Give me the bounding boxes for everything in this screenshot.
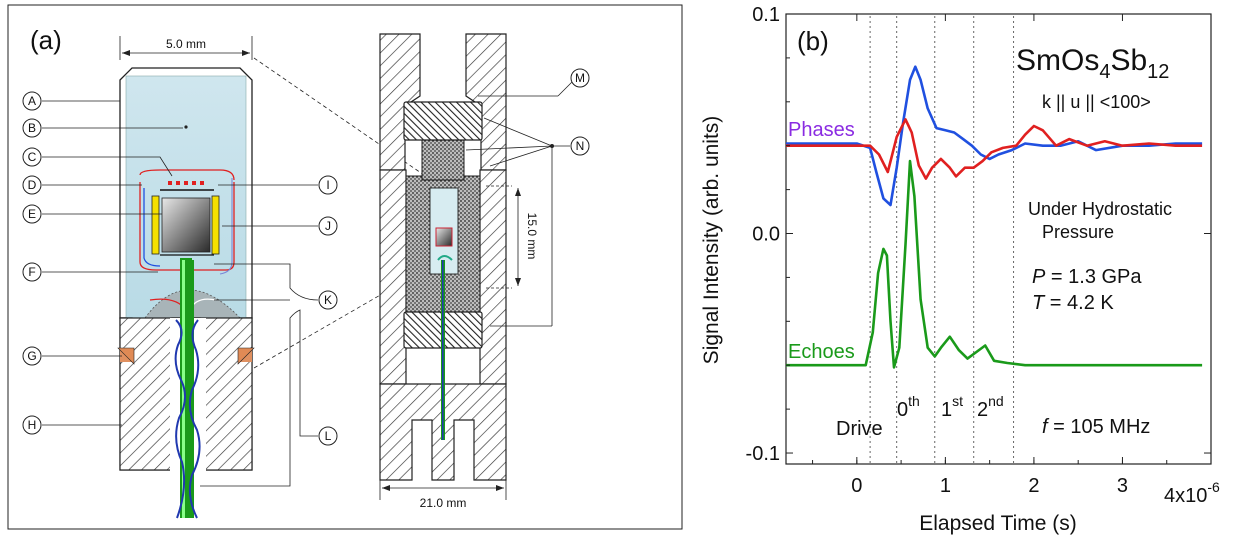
y-axis-label: Signal Intensity (arb. units) [700,116,723,365]
panel-b-label: (b) [797,26,829,56]
part-g: G [27,349,36,363]
echoes-label: Echoes [788,341,855,363]
axis-ticks: 0 1 2 3 -0.1 0.0 0.1 [746,4,1212,497]
pulse-label-drive: Drive [836,418,883,440]
x-scale-label: 4x10-6 [1164,479,1220,507]
part-j: J [325,219,331,233]
part-h: H [28,418,37,432]
plot-frame [785,13,1212,465]
wire-bundle [174,260,201,519]
dim-top: 5.0 mm [119,36,253,60]
phases-label: Phases [788,119,855,141]
part-i: I [326,178,329,192]
x-tick-label-0: 0 [851,475,862,497]
part-d: D [28,178,37,192]
part-c: C [28,150,37,164]
part-a: A [28,94,36,108]
sample-crystal [161,197,211,253]
seal-ring-right [237,347,255,365]
condition-line-2: Pressure [1042,222,1114,242]
condition-line-1: Under Hydrostatic [1028,199,1172,219]
right-callouts: I J K L [200,175,338,487]
pressure-cell: 15.0 mm 21.0 mm M N [379,33,590,510]
dim-bottom-label: 21.0 mm [420,496,467,510]
orientation-label: k || u || <100> [1042,92,1151,112]
panel-a-label: (a) [30,25,62,55]
part-f: F [28,265,35,279]
series-red-line [786,118,1203,180]
part-e: E [28,207,36,221]
part-b: B [28,121,36,135]
part-n: N [576,139,585,153]
pulse-label-0th: 0th [897,393,920,421]
series-green-line [786,159,1203,369]
x-tick-label-2: 2 [1028,475,1039,497]
pulse-label-1st: 1st [941,393,963,421]
y-tick-label-2: 0.1 [752,4,780,26]
pulse-label-2nd: 2nd [977,393,1004,421]
frequency-label: f = 105 MHz [1042,416,1150,438]
temperature-label: T = 4.2 K [1032,292,1114,314]
left-callouts: A B C D E F G H [22,91,183,435]
y-tick-label-1: 0.0 [752,224,780,246]
pressure-label: P = 1.3 GPa [1032,266,1142,288]
spacer-right [211,195,220,255]
dim-side-label: 15.0 mm [525,213,539,260]
dim-top-label: 5.0 mm [166,37,206,51]
panel-a: (a) 5.0 mm [7,4,683,530]
spacer-left [151,195,160,255]
part-l: L [325,429,332,443]
x-axis-label: Elapsed Time (s) [919,512,1077,535]
part-m: M [575,71,585,85]
series-group [786,65,1203,369]
part-k: K [324,293,332,307]
x-tick-label-1: 1 [940,475,951,497]
seal-ring-left [117,347,135,365]
y-tick-label-0: -0.1 [746,443,780,465]
transducer-c [168,181,204,185]
panel-b: 0 1 2 3 -0.1 0.0 0.1 (b) SmOs4Sb12 k || u || <… [700,4,1220,535]
compound-formula: SmOs4Sb12 [1016,44,1169,83]
x-tick-label-3: 3 [1117,475,1128,497]
